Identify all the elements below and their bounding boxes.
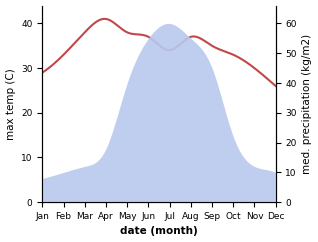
Y-axis label: max temp (C): max temp (C) xyxy=(5,68,16,140)
Y-axis label: med. precipitation (kg/m2): med. precipitation (kg/m2) xyxy=(302,34,313,174)
X-axis label: date (month): date (month) xyxy=(120,227,198,236)
